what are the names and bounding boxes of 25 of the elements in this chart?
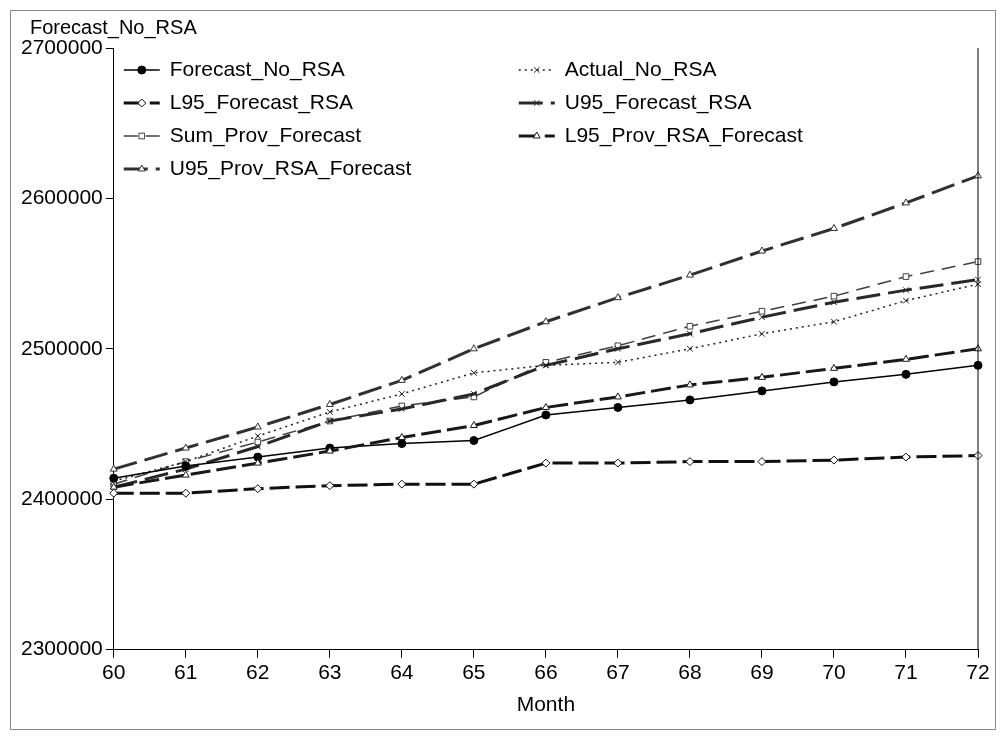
x-tick-label: 70 — [822, 660, 846, 683]
x-axis-title: Month — [516, 692, 576, 716]
x-tick-label: 65 — [462, 660, 486, 683]
legend-label: L95_Forecast_RSA — [169, 89, 354, 114]
legend-label: L95_Prov_RSA_Forecast — [564, 122, 804, 147]
y-tick-label: 2500000 — [20, 335, 103, 359]
x-tick-label: 64 — [390, 660, 414, 683]
x-tick-label: 69 — [750, 660, 774, 683]
x-tick-label: 72 — [966, 660, 990, 683]
y-tick-label: 2300000 — [20, 636, 103, 660]
x-tick-label: 66 — [534, 660, 558, 683]
x-tick-label: 61 — [174, 660, 198, 683]
legend-label: Forecast_No_RSA — [169, 56, 345, 81]
y-tick-label: 2400000 — [20, 486, 103, 509]
y-tick-label: 2600000 — [20, 185, 103, 209]
legend-label: U95_Forecast_RSA — [564, 89, 752, 114]
legend-label: Sum_Prov_Forecast — [169, 122, 362, 147]
x-tick-label: 67 — [606, 660, 630, 683]
legend-label: Actual_No_RSA — [564, 56, 717, 81]
x-tick-label: 60 — [102, 660, 126, 683]
x-tick-label: 68 — [678, 660, 702, 683]
x-tick-label: 71 — [894, 660, 918, 683]
x-tick-label: 63 — [318, 660, 342, 683]
x-tick-label: 62 — [246, 660, 270, 683]
legend-label: U95_Prov_RSA_Forecast — [169, 155, 412, 180]
